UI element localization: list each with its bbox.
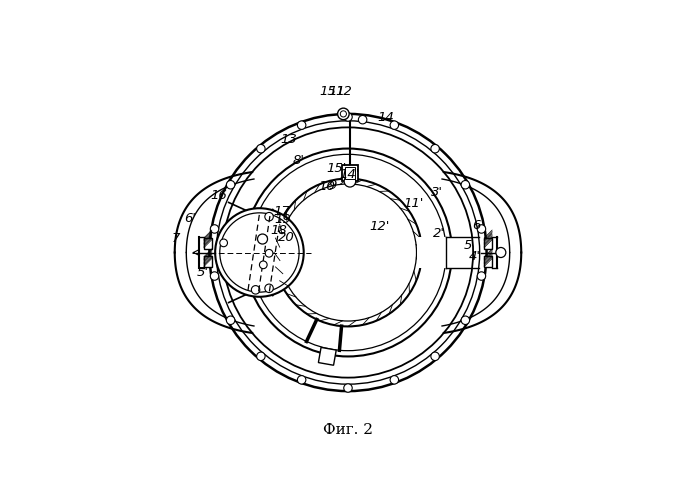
Text: 19: 19 xyxy=(274,213,291,226)
Circle shape xyxy=(244,148,452,356)
Circle shape xyxy=(265,250,273,257)
Circle shape xyxy=(217,121,479,384)
Circle shape xyxy=(215,208,304,297)
Text: 8': 8' xyxy=(292,154,304,167)
Bar xyxy=(418,237,456,268)
Text: 6: 6 xyxy=(472,218,480,232)
Circle shape xyxy=(220,239,227,246)
Text: 7: 7 xyxy=(172,232,180,244)
Circle shape xyxy=(265,212,273,221)
Text: 3': 3' xyxy=(430,186,443,198)
Circle shape xyxy=(210,272,219,280)
Text: 5': 5' xyxy=(197,266,209,278)
Circle shape xyxy=(431,352,439,360)
Bar xyxy=(484,256,492,268)
Bar xyxy=(204,256,212,268)
Circle shape xyxy=(344,176,356,187)
Text: 16: 16 xyxy=(210,190,227,202)
Text: 4': 4' xyxy=(469,250,481,263)
Circle shape xyxy=(496,248,506,258)
Circle shape xyxy=(280,184,416,321)
Text: 11': 11' xyxy=(404,197,424,210)
Circle shape xyxy=(226,180,235,189)
Text: 14': 14' xyxy=(340,168,360,181)
Circle shape xyxy=(359,116,367,124)
Circle shape xyxy=(390,121,399,130)
Bar xyxy=(318,348,336,365)
Circle shape xyxy=(461,180,470,189)
Circle shape xyxy=(344,112,352,121)
Circle shape xyxy=(223,128,473,378)
Text: 9: 9 xyxy=(328,179,336,192)
Circle shape xyxy=(257,144,265,153)
Bar xyxy=(344,168,355,179)
Circle shape xyxy=(209,114,487,391)
Circle shape xyxy=(274,178,422,326)
Circle shape xyxy=(220,213,299,292)
Circle shape xyxy=(265,284,273,292)
Circle shape xyxy=(461,316,470,324)
Circle shape xyxy=(226,316,235,324)
Text: 2': 2' xyxy=(433,227,445,240)
Text: 17: 17 xyxy=(273,205,290,218)
Text: 20: 20 xyxy=(278,231,295,244)
Text: 15: 15 xyxy=(319,84,336,98)
Text: 14: 14 xyxy=(377,111,394,124)
Text: 6': 6' xyxy=(185,212,196,224)
Circle shape xyxy=(257,352,265,360)
Circle shape xyxy=(251,286,260,294)
Text: 13: 13 xyxy=(280,133,297,146)
Circle shape xyxy=(257,234,268,244)
Circle shape xyxy=(259,261,267,268)
Circle shape xyxy=(250,154,446,350)
Text: 15': 15' xyxy=(327,162,347,174)
Text: 18: 18 xyxy=(270,224,287,237)
Text: 11: 11 xyxy=(328,84,345,98)
Circle shape xyxy=(344,384,352,392)
Text: Фиг. 2: Фиг. 2 xyxy=(323,422,373,436)
Circle shape xyxy=(477,224,485,233)
Circle shape xyxy=(297,376,306,384)
Circle shape xyxy=(477,272,485,280)
Circle shape xyxy=(210,224,219,233)
Circle shape xyxy=(297,121,306,130)
Text: 12': 12' xyxy=(369,220,390,233)
Text: 12: 12 xyxy=(335,84,352,98)
Text: 5: 5 xyxy=(464,238,472,252)
Circle shape xyxy=(340,111,346,117)
Bar xyxy=(484,238,492,248)
Circle shape xyxy=(337,108,349,120)
Bar xyxy=(204,238,212,248)
Bar xyxy=(342,165,358,182)
Circle shape xyxy=(390,376,399,384)
Circle shape xyxy=(431,144,439,153)
Text: 10: 10 xyxy=(318,180,335,193)
